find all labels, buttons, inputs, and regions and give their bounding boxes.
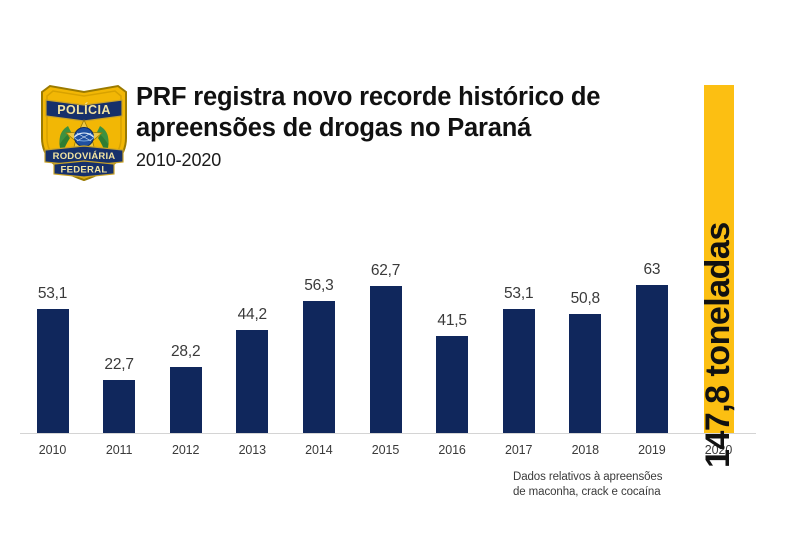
- bar-2011: [103, 380, 136, 434]
- title-block: PRF registra novo recorde histórico de a…: [136, 82, 676, 171]
- bar-value-label-2013: 44,2: [237, 306, 268, 323]
- x-tick-2010: 2010: [38, 443, 67, 457]
- footnote: Dados relativos à apreensões de maconha,…: [513, 470, 733, 500]
- x-tick-2012: 2012: [171, 443, 200, 457]
- x-tick-2011: 2011: [105, 443, 133, 457]
- x-axis-tick-labels: 2010 2011 2012 2013 2014 2015 2016 2017 2018 2019…: [0, 443, 810, 463]
- bar-2018: [569, 314, 602, 434]
- x-tick-2015: 2015: [371, 443, 400, 457]
- bar-2020: [703, 85, 734, 434]
- bar-value-label-2019: 63: [643, 261, 661, 278]
- bar-group-2017: 53,1: [487, 0, 550, 434]
- page-subtitle: 2010-2020: [136, 150, 222, 170]
- bar-group-2012: 28,2: [154, 0, 217, 434]
- footnote-line-1: Dados relativos à apreensões: [513, 471, 663, 483]
- bar-value-label-2017: 53,1: [504, 285, 534, 302]
- page-title: PRF registra novo recorde histórico de a…: [136, 82, 676, 144]
- plot-area: 53,1 22,7 28,2 44,2 56,3 62,7 41,5 53,1 50,8 63: [21, 0, 750, 434]
- bar-group-2011: 22,7: [88, 0, 151, 434]
- prf-badge-icon: POLÍCIA RODOVIÁ: [36, 84, 132, 182]
- x-axis-line: [20, 433, 756, 434]
- x-tick-2014: 2014: [305, 443, 333, 457]
- header: POLÍCIA RODOVIÁ: [0, 0, 810, 200]
- x-tick-2020: 2020: [704, 443, 733, 457]
- bar-value-label-2014: 56,3: [304, 277, 334, 294]
- x-tick-2017: 2017: [504, 443, 533, 457]
- bar-value-label-2018: 50,8: [570, 290, 601, 307]
- x-tick-2019: 2019: [638, 443, 666, 457]
- bar-group-2013: 44,2: [221, 0, 284, 434]
- headline-line-1: PRF registra novo recorde histórico de: [136, 83, 601, 111]
- bar-value-label-2011: 22,7: [104, 356, 134, 373]
- bar-group-2014: 56,3: [287, 0, 350, 434]
- bar-2017: [502, 309, 535, 434]
- bar-group-2020: [687, 0, 750, 434]
- bar-2010: [36, 309, 69, 434]
- svg-text:RODOVIÁRIA: RODOVIÁRIA: [53, 151, 116, 162]
- x-tick-2013: 2013: [238, 443, 267, 457]
- bar-value-label-2015: 62,7: [370, 262, 401, 279]
- bar-2016: [436, 336, 469, 434]
- bar-value-label-2016: 41,5: [437, 312, 467, 329]
- bar-group-2018: 50,8: [554, 0, 617, 434]
- bar-2013: [236, 330, 269, 434]
- x-tick-2018: 2018: [571, 443, 600, 457]
- bar-group-2010: 53,1: [21, 0, 84, 434]
- headline-line-2: apreensões de drogas no Paraná: [136, 114, 532, 142]
- bar-2014: [302, 301, 335, 434]
- bar-2012: [169, 367, 202, 434]
- svg-text:POLÍCIA: POLÍCIA: [57, 102, 111, 117]
- bar-value-label-2010: 53,1: [37, 285, 68, 302]
- x-tick-2016: 2016: [438, 443, 466, 457]
- bar-2015: [369, 286, 402, 434]
- bar-group-2019: 63: [620, 0, 683, 434]
- bar-value-label-2012: 28,2: [171, 343, 201, 360]
- bar-group-2016: 41,5: [421, 0, 484, 434]
- bar-2019: [635, 285, 668, 434]
- bar-group-2015: 62,7: [354, 0, 417, 434]
- footnote-line-2: de maconha, crack e cocaína: [513, 486, 661, 498]
- svg-text:FEDERAL: FEDERAL: [61, 165, 108, 176]
- highlight-callout-2020: 147,8 toneladas: [699, 222, 737, 468]
